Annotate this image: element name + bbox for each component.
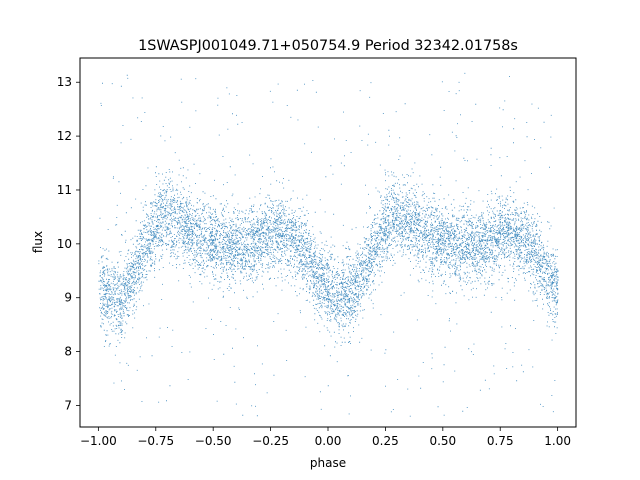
chart-title: 1SWASPJ001049.71+050754.9 Period 32342.0… — [138, 38, 518, 54]
y-tick-label: 7 — [64, 398, 72, 412]
y-tick-label: 9 — [64, 291, 72, 305]
y-axis-title: flux — [31, 231, 45, 253]
x-tick-label: 0.50 — [429, 434, 456, 448]
x-axis-ticks: −1.00 −0.75 −0.50 −0.25 0.00 0.25 0.50 0.75 1.00 — [80, 427, 571, 448]
x-tick-label: −0.75 — [137, 434, 174, 448]
y-tick-label: 11 — [57, 183, 72, 197]
x-tick-label: −1.00 — [80, 434, 117, 448]
x-tick-label: −0.25 — [252, 434, 289, 448]
y-tick-label: 8 — [64, 345, 72, 359]
x-tick-label: −0.50 — [195, 434, 232, 448]
x-tick-label: 1.00 — [544, 434, 571, 448]
scatter-points — [98, 72, 559, 417]
y-tick-label: 10 — [57, 237, 72, 251]
data-points — [98, 72, 559, 417]
y-tick-label: 12 — [57, 129, 72, 143]
x-axis-title: phase — [310, 456, 346, 470]
y-axis-ticks: 7 8 9 10 11 12 13 — [57, 75, 80, 412]
x-tick-label: 0.00 — [315, 434, 342, 448]
x-tick-label: 0.25 — [372, 434, 399, 448]
y-tick-label: 13 — [57, 75, 72, 89]
x-tick-label: 0.75 — [487, 434, 514, 448]
